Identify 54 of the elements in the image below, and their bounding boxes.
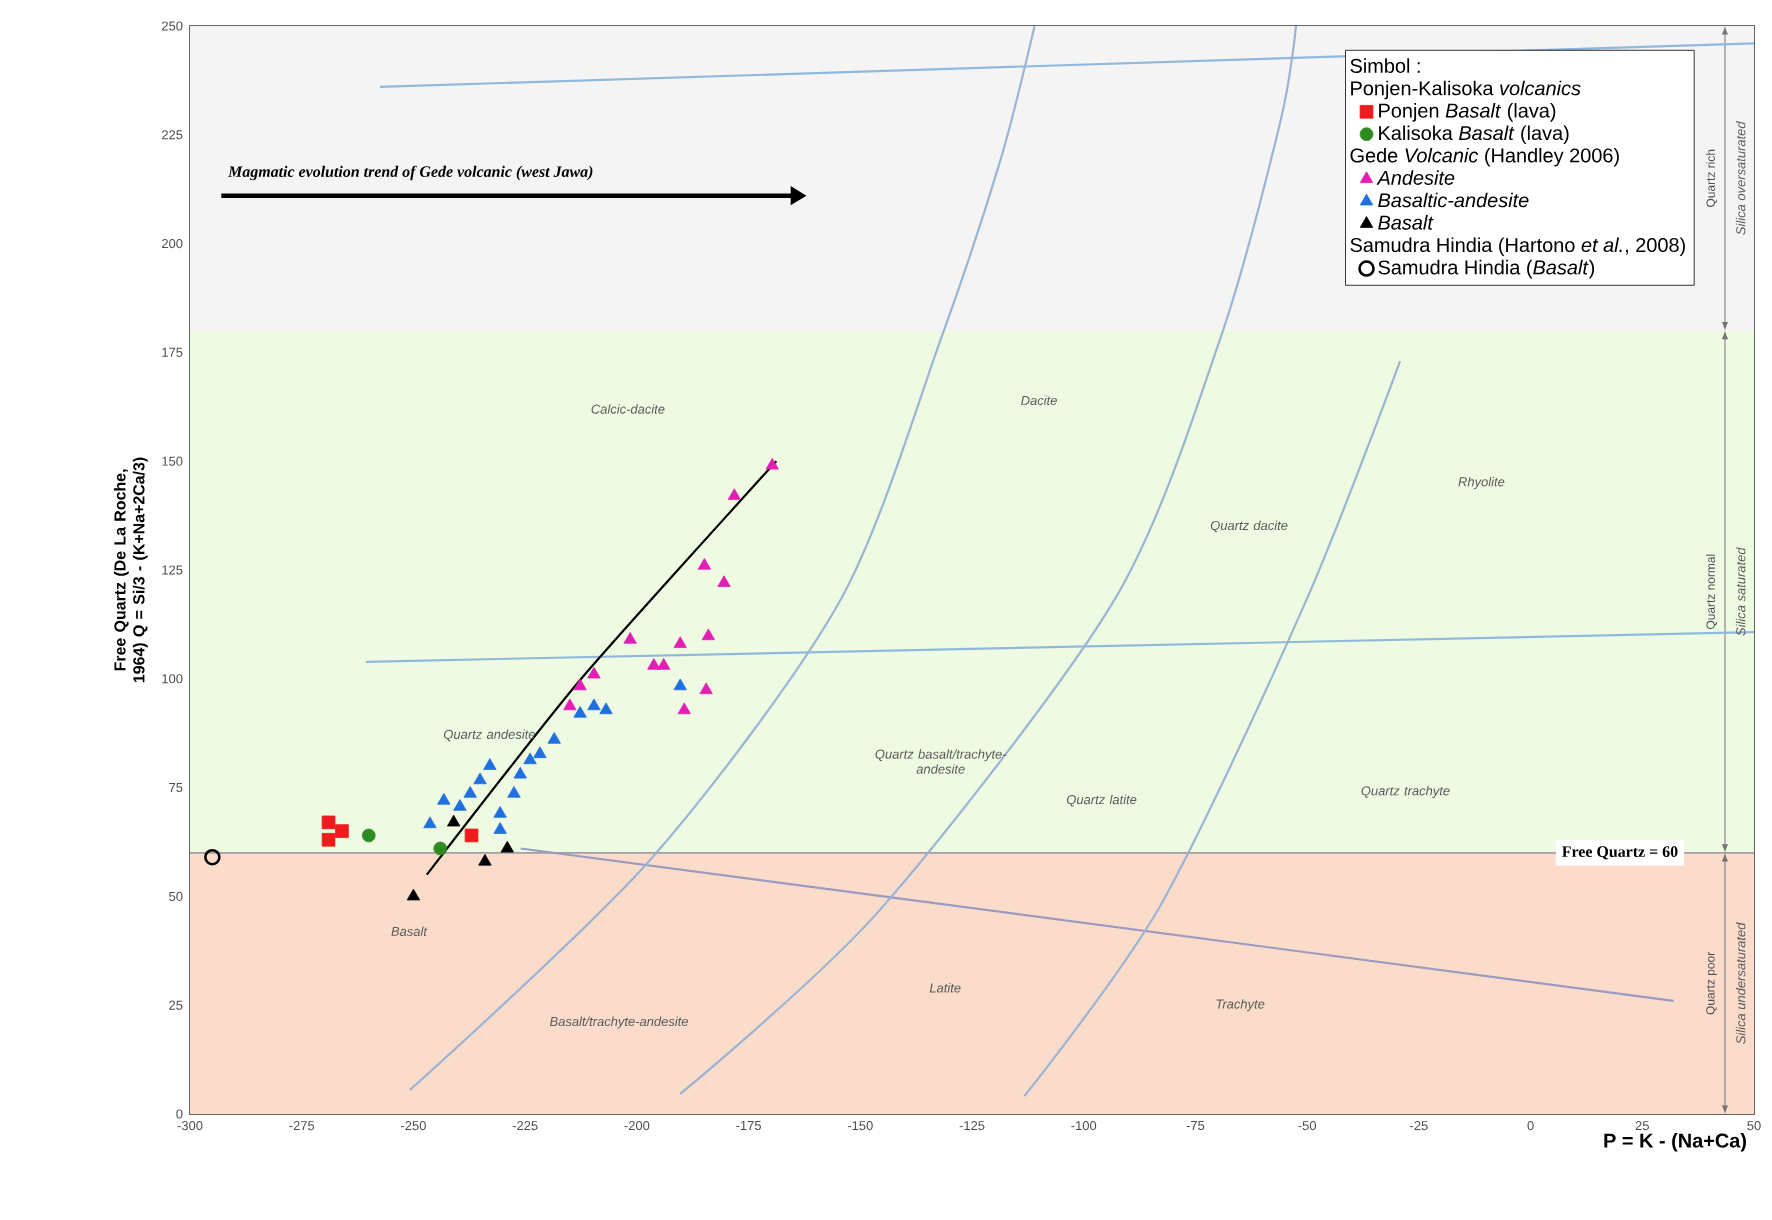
- point: [437, 793, 451, 805]
- point: [321, 832, 336, 847]
- point: [587, 666, 601, 679]
- point: [500, 840, 514, 853]
- point: [493, 822, 507, 834]
- legend-label: Ponjen Basalt (lava): [1379, 103, 1556, 122]
- point: [573, 678, 587, 691]
- point: [513, 766, 527, 779]
- point: [701, 628, 716, 641]
- point: [523, 752, 537, 765]
- point: [406, 888, 421, 901]
- point: [493, 806, 507, 818]
- point: [453, 799, 467, 811]
- point: [697, 558, 711, 570]
- point: [599, 702, 613, 715]
- legend-label: Kalisoka Basalt (lava): [1379, 125, 1569, 145]
- annotation: Samudra Hindia (Hartono et al., 2008): [1350, 237, 1685, 257]
- point: [463, 786, 477, 798]
- point: [673, 636, 687, 648]
- point: [423, 816, 437, 829]
- point: [677, 702, 691, 715]
- annotation: Ponjen-Kalisoka volcanics: [1351, 80, 1581, 100]
- legend-label: Basalt: [1378, 215, 1434, 230]
- point: [647, 658, 661, 670]
- point: [547, 732, 561, 744]
- point: [533, 746, 547, 759]
- point: [478, 853, 492, 866]
- annotation: Gede Volcanic (Handley 2006): [1350, 147, 1619, 167]
- point: [657, 658, 671, 670]
- point: [623, 632, 637, 644]
- point: [204, 848, 221, 866]
- point: [433, 841, 448, 856]
- point: [483, 758, 497, 770]
- point: [361, 828, 376, 843]
- legend-label: Basaltic-andesite: [1378, 192, 1529, 208]
- point: [673, 678, 687, 691]
- point: [563, 698, 577, 711]
- point: [727, 488, 741, 500]
- point: [717, 575, 731, 588]
- point: [335, 824, 349, 838]
- x-axis-title: P = K - (Na+Ca): [1604, 1133, 1746, 1152]
- point: [507, 786, 521, 798]
- point: [447, 814, 461, 827]
- legend-title: Simbol :: [1350, 58, 1420, 73]
- point: [587, 698, 601, 711]
- point: [699, 682, 713, 695]
- point: [464, 828, 479, 843]
- point: [321, 815, 336, 830]
- legend-label: Samudra Hindia (Basalt): [1378, 259, 1595, 279]
- point: [473, 772, 487, 785]
- legend-label: Andesite: [1376, 170, 1455, 185]
- point: [573, 705, 587, 718]
- line-series: [425, 460, 778, 876]
- point: [765, 457, 779, 470]
